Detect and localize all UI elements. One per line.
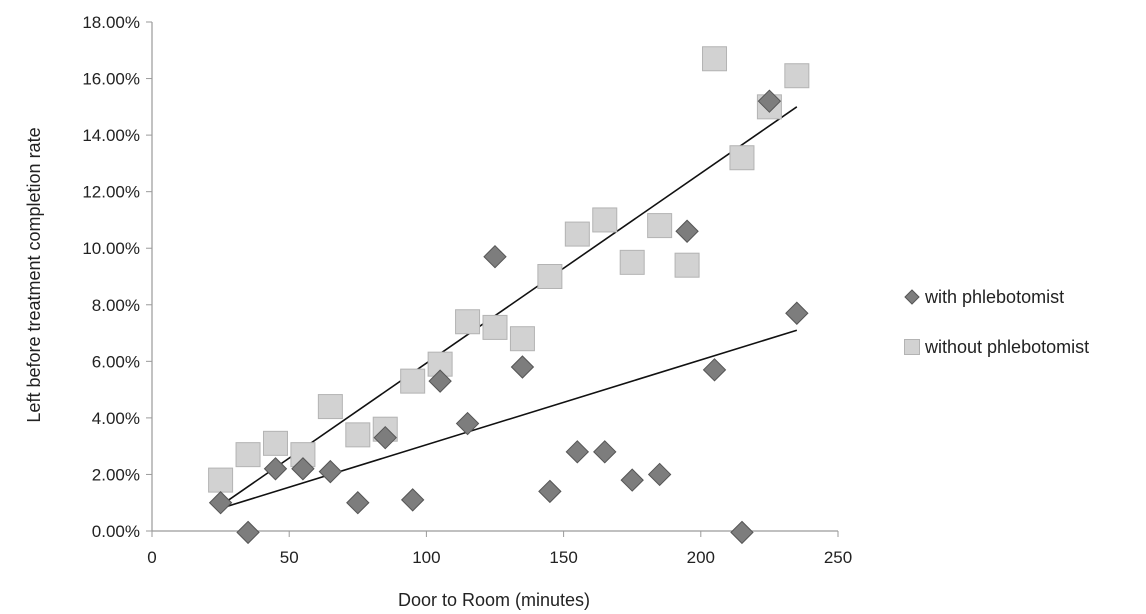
without-phlebotomist-point bbox=[784, 63, 810, 89]
without-phlebotomist-point bbox=[208, 467, 234, 493]
x-tick-label: 50 bbox=[280, 548, 299, 567]
without-phlebotomist-point bbox=[674, 252, 700, 278]
without-phlebotomist-point bbox=[647, 213, 673, 239]
without-phlebotomist-point bbox=[509, 326, 535, 352]
without-phlebotomist-point bbox=[400, 368, 426, 394]
with-phlebotomist-point bbox=[318, 459, 343, 484]
with-phlebotomist-point bbox=[373, 425, 397, 450]
without-phlebotomist-point bbox=[537, 264, 563, 289]
with-phlebotomist-point bbox=[263, 457, 288, 481]
without-phlebotomist-point bbox=[345, 422, 371, 448]
x-tick-label: 0 bbox=[147, 548, 156, 567]
without-phlebotomist-point bbox=[482, 314, 508, 340]
y-axis-title: Left before treatment completion rate bbox=[24, 127, 44, 422]
with-phlebotomist-point bbox=[593, 440, 617, 464]
x-tick-label: 100 bbox=[412, 548, 440, 567]
legend-marker-without-phlebotomist bbox=[904, 339, 920, 355]
without-phlebotomist-point bbox=[235, 442, 261, 468]
axes: 0.00% 2.00% 4.00% 6.00% 8.00% 10.00% 12.00% 14.… bbox=[82, 13, 852, 567]
with-phlebotomist-point bbox=[538, 479, 562, 504]
trendline-without-phlebotomist bbox=[220, 106, 798, 507]
with-phlebotomist-point bbox=[620, 468, 644, 492]
y-tick-label: 14.00% bbox=[82, 126, 140, 145]
with-phlebotomist-point bbox=[208, 491, 233, 515]
x-tick-label: 200 bbox=[687, 548, 715, 567]
x-tick-label: 250 bbox=[824, 548, 852, 567]
with-phlebotomist-point bbox=[483, 244, 507, 269]
y-tick-label: 4.00% bbox=[92, 409, 140, 428]
y-tick-label: 18.00% bbox=[82, 13, 140, 32]
legend-marker-with-phlebotomist bbox=[904, 289, 920, 305]
trendline-with-phlebotomist bbox=[220, 329, 798, 510]
with-phlebotomist-point bbox=[702, 358, 727, 382]
y-tick-label: 16.00% bbox=[82, 70, 140, 89]
legend-label-with-phlebotomist: with phlebotomist bbox=[924, 287, 1064, 307]
y-tick-label: 8.00% bbox=[92, 296, 140, 315]
without-phlebotomist-point bbox=[564, 221, 590, 247]
with-phlebotomist-point bbox=[455, 411, 480, 436]
with-phlebotomist-point bbox=[236, 520, 260, 545]
with-phlebotomist-point bbox=[730, 520, 754, 545]
without-phlebotomist-point bbox=[729, 145, 755, 171]
y-tick-label: 0.00% bbox=[92, 522, 140, 541]
without-phlebotomist-point bbox=[592, 207, 618, 233]
without-phlebotomist-point bbox=[455, 309, 481, 335]
with-phlebotomist-point bbox=[675, 219, 699, 243]
y-tick-label: 10.00% bbox=[82, 239, 140, 258]
x-axis-title: Door to Room (minutes) bbox=[398, 590, 590, 610]
y-tick-label: 6.00% bbox=[92, 352, 140, 371]
y-tick-label: 2.00% bbox=[92, 465, 140, 484]
trendlines bbox=[220, 106, 798, 510]
with-phlebotomist-point bbox=[510, 355, 535, 379]
x-tick-label: 150 bbox=[549, 548, 577, 567]
with-phlebotomist-point bbox=[785, 301, 809, 325]
with-phlebotomist-point bbox=[757, 89, 782, 113]
with-phlebotomist-point bbox=[346, 491, 370, 515]
without-phlebotomist-point bbox=[619, 249, 645, 275]
without-phlebotomist-point bbox=[317, 394, 343, 420]
data-points bbox=[208, 46, 810, 545]
without-phlebotomist-point bbox=[262, 430, 288, 456]
with-phlebotomist-point bbox=[428, 369, 452, 393]
with-phlebotomist-point bbox=[291, 457, 315, 481]
legend-label-without-phlebotomist: without phlebotomist bbox=[924, 337, 1089, 357]
without-phlebotomist-point bbox=[702, 46, 728, 72]
with-phlebotomist-point bbox=[565, 440, 590, 464]
with-phlebotomist-point bbox=[400, 488, 425, 512]
legend: with phlebotomist without phlebotomist bbox=[904, 287, 1089, 357]
with-phlebotomist-point bbox=[647, 462, 672, 487]
y-tick-label: 12.00% bbox=[82, 183, 140, 202]
